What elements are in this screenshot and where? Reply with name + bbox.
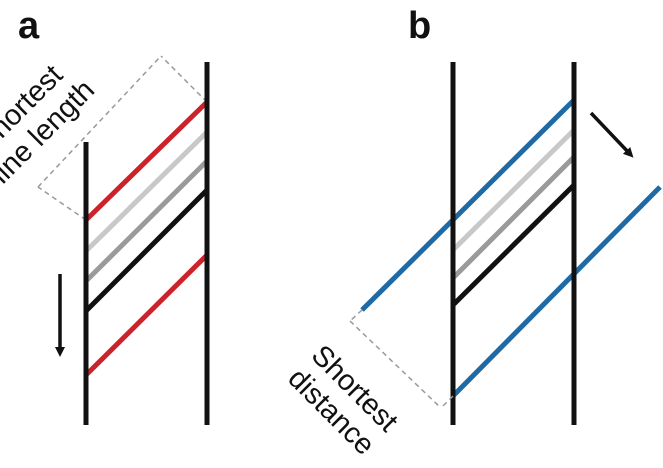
panel-a-label: a xyxy=(18,5,40,47)
diagonal-light-gray-b xyxy=(451,128,576,252)
diagonal-red-top xyxy=(84,100,209,222)
diagonal-black xyxy=(84,188,209,313)
diagonal-black-b xyxy=(451,183,576,307)
shortest-distance-bracket xyxy=(349,309,454,409)
diagonal-red-bottom xyxy=(84,253,209,377)
shortest-line-length-bracket xyxy=(37,55,208,221)
diagonal-light-gray xyxy=(84,130,209,253)
diagonal-mid-gray-b xyxy=(451,155,576,280)
diagonal-mid-gray xyxy=(84,159,209,283)
shortest-distance-annotation: Shortest distance xyxy=(282,339,404,461)
panel-b: b Shortest distance xyxy=(282,5,662,461)
panel-a: a Shortest line length xyxy=(0,5,210,425)
diagonal-blue-upper xyxy=(360,98,576,312)
diagonal-blue-lower xyxy=(451,185,662,398)
panel-b-label: b xyxy=(408,5,431,47)
arrow-down-right-icon xyxy=(589,111,634,158)
